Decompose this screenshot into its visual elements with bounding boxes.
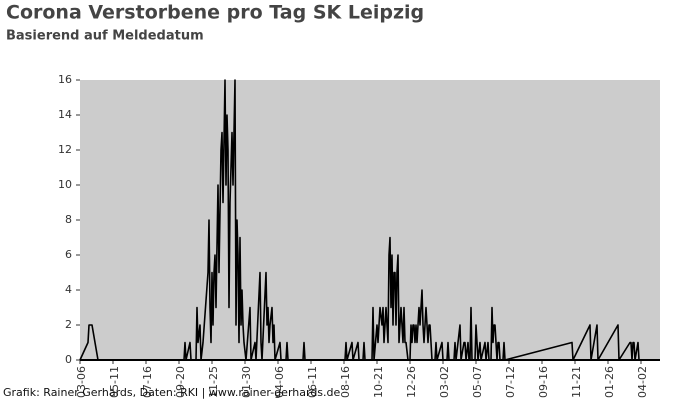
- chart-subtitle: Basierend auf Meldedatum: [6, 29, 204, 44]
- x-tick-label: 05-11: [108, 366, 121, 398]
- y-tick-label: 4: [65, 283, 72, 296]
- x-tick-label: 05-07: [471, 366, 484, 398]
- y-tick-label: 6: [65, 248, 72, 261]
- y-tick-label: 16: [58, 73, 72, 86]
- y-tick-label: 0: [65, 353, 72, 366]
- chart-title: Corona Verstorbene pro Tag SK Leipzig: [6, 2, 424, 24]
- x-tick-label: 01-26: [603, 366, 616, 398]
- x-tick-label: 09-20: [174, 366, 187, 398]
- x-tick-label: 12-26: [405, 366, 418, 398]
- x-tick-label: 08-16: [339, 366, 352, 398]
- plot-area: [80, 80, 660, 360]
- x-tick-label: 07-12: [504, 366, 517, 398]
- x-tick-label: 01-30: [240, 366, 253, 398]
- x-tick-label: 03-02: [438, 366, 451, 398]
- x-tick-label: 06-11: [306, 366, 319, 398]
- x-tick-label: 10-21: [372, 366, 385, 398]
- x-tick-label: 11-21: [570, 366, 583, 398]
- y-tick-label: 8: [65, 213, 72, 226]
- data-line: [79, 79, 660, 361]
- x-tick-label: 04-02: [636, 366, 649, 398]
- x-tick-label: 09-16: [537, 366, 550, 398]
- source-note: Grafik: Rainer Gerhards, Daten: RKI | ww…: [3, 386, 341, 399]
- y-tick-label: 10: [58, 178, 72, 191]
- x-tick-label: 07-16: [141, 366, 154, 398]
- x-tick-label: 04-06: [273, 366, 286, 398]
- x-tick-label: 11-25: [207, 366, 220, 398]
- x-tick-label: 03-06: [75, 366, 88, 398]
- y-tick-label: 12: [58, 143, 72, 156]
- y-tick-label: 2: [65, 318, 72, 331]
- y-tick-label: 14: [58, 108, 72, 121]
